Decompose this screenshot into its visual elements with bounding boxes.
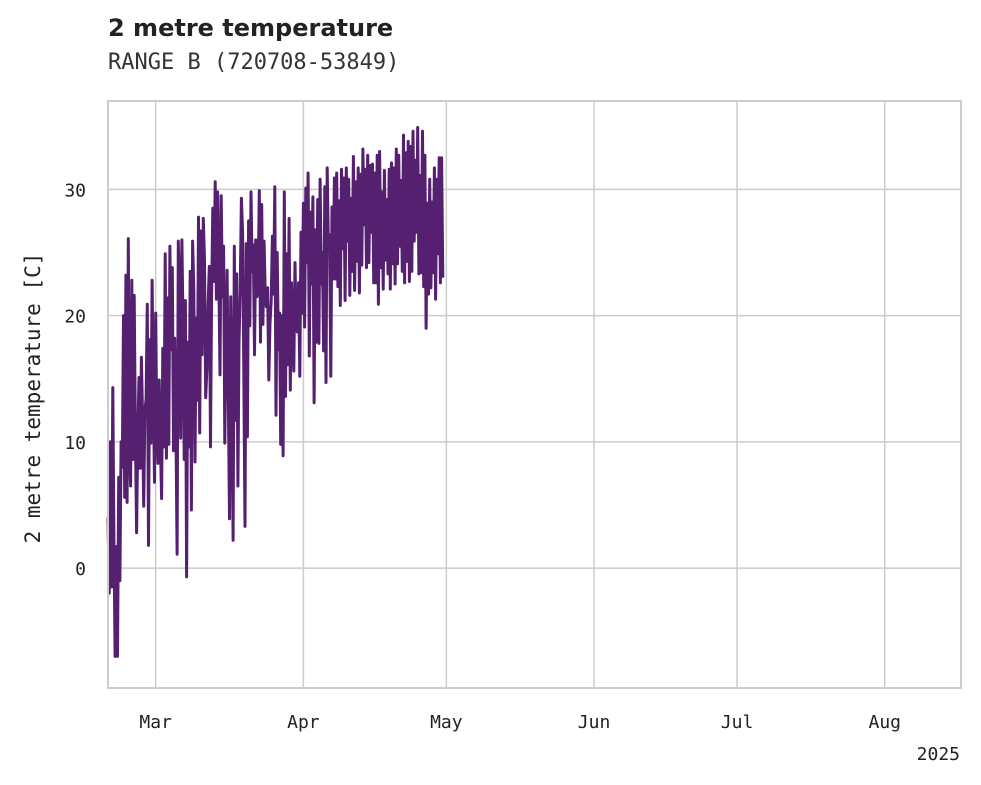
x-tick-label: Jul <box>721 712 754 733</box>
y-tick-label: 0 <box>75 559 86 580</box>
y-axis: 0 10 20 30 <box>64 180 86 580</box>
x-axis: Mar Apr May Jun Jul Aug <box>139 712 901 733</box>
y-axis-label: 2 metre temperature [C] <box>21 253 45 544</box>
x-tick-label: Apr <box>287 712 320 733</box>
x-tick-label: Aug <box>868 712 901 733</box>
chart-subtitle: RANGE B (720708-53849) <box>108 50 400 75</box>
y-tick-label: 30 <box>64 180 86 201</box>
x-tick-label: May <box>430 712 463 733</box>
series-layer <box>106 126 445 658</box>
temperature-series-line <box>106 126 445 658</box>
plot-frame <box>107 100 962 689</box>
x-axis-year-label: 2025 <box>917 744 960 765</box>
y-tick-label: 10 <box>64 433 86 454</box>
chart-title: 2 metre temperature <box>108 14 394 42</box>
grid-lines <box>108 101 961 688</box>
x-tick-label: Jun <box>578 712 611 733</box>
y-tick-label: 20 <box>64 307 86 328</box>
x-tick-label: Mar <box>139 712 172 733</box>
